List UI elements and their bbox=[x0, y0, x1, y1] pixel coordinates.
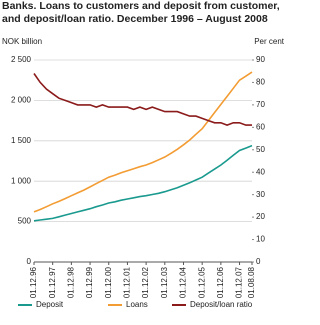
y2-tick-label: 30 bbox=[256, 190, 265, 199]
x-tick-label: 01.12.07 bbox=[235, 266, 244, 298]
series-line bbox=[33, 71, 253, 213]
y2-tick-label: 80 bbox=[256, 78, 265, 87]
y2-tick-label: 70 bbox=[256, 100, 265, 109]
y2-tick-label: 20 bbox=[256, 212, 265, 221]
legend-label: Loans bbox=[126, 300, 148, 309]
y-axis-label: NOK billion bbox=[2, 37, 42, 46]
y2-tick-label: 50 bbox=[256, 145, 265, 154]
y2-tick-label: 60 bbox=[256, 122, 265, 131]
y-tick-label: 1 500 bbox=[11, 136, 32, 145]
y-tick-label: 0 bbox=[27, 257, 32, 266]
x-tick-label: 01.12.03 bbox=[160, 266, 169, 298]
x-tick-label: 01.12.06 bbox=[216, 266, 225, 298]
y-tick-label: 500 bbox=[18, 217, 32, 226]
legend-label: Deposit bbox=[36, 300, 64, 309]
y2-tick-label: 90 bbox=[256, 55, 265, 64]
y2-tick-label: 10 bbox=[256, 235, 265, 244]
series-line bbox=[33, 144, 253, 222]
legend-label: Deposit/loan ratio bbox=[190, 300, 253, 309]
y2-tick-label: 40 bbox=[256, 167, 265, 176]
x-tick-label: 01.12.96 bbox=[29, 266, 38, 298]
y-tick-label: 2 500 bbox=[11, 55, 32, 64]
y2-tick-label: 0 bbox=[256, 257, 261, 266]
x-tick-label: 01.12.00 bbox=[104, 266, 113, 298]
x-tick-label: 01.12.02 bbox=[141, 266, 150, 298]
chart: Banks. Loans to customers and deposit fr… bbox=[2, 0, 285, 309]
x-tick-label: 01.12.05 bbox=[197, 266, 206, 298]
series-line bbox=[33, 73, 252, 126]
x-tick-label: 01.12.98 bbox=[66, 266, 75, 298]
x-tick-label: 01.12.04 bbox=[179, 266, 188, 298]
y2-axis-label: Per cent bbox=[254, 37, 285, 46]
title-box: Banks. Loans to customers and deposit fr… bbox=[2, 0, 280, 25]
x-tick-label: 01.12.01 bbox=[123, 266, 132, 298]
y-tick-label: 2 000 bbox=[11, 96, 32, 105]
x-tick-label: 01.12.99 bbox=[85, 266, 94, 298]
y-tick-label: 1 000 bbox=[11, 176, 32, 185]
chart-title: Banks. Loans to customers and deposit fr… bbox=[2, 0, 280, 25]
x-tick-label: 01.12.97 bbox=[48, 266, 57, 298]
x-tick-label: 01.08.08 bbox=[247, 266, 256, 298]
